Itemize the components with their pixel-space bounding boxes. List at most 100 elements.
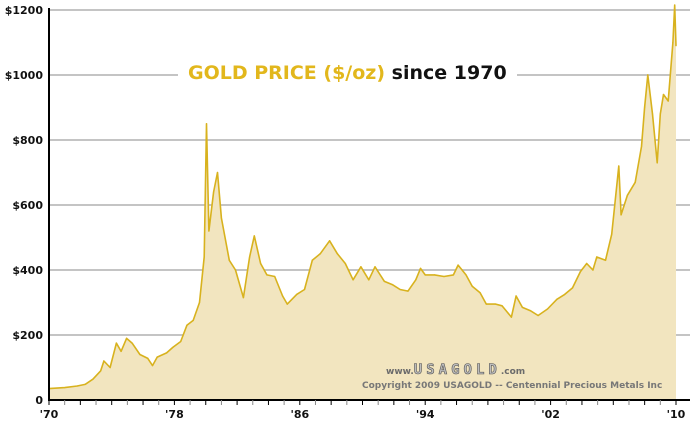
data-point	[626, 194, 629, 196]
data-point	[281, 295, 284, 297]
data-point	[564, 293, 566, 295]
chart-title: GOLD PRICE ($/oz) since 1970	[178, 60, 517, 86]
data-point	[586, 262, 588, 265]
y-tick-label: $200	[12, 329, 43, 342]
y-tick-label: $1000	[5, 69, 44, 82]
data-point	[579, 271, 581, 273]
data-point	[399, 288, 401, 291]
y-tick-label: $1200	[5, 4, 44, 17]
data-point	[546, 308, 549, 310]
title-since: since 1970	[391, 62, 507, 84]
data-point	[407, 290, 409, 292]
data-point	[147, 357, 149, 359]
data-point	[515, 295, 517, 297]
data-point	[139, 353, 141, 356]
data-point	[656, 162, 658, 164]
data-point	[131, 342, 133, 344]
data-point	[465, 274, 467, 276]
data-point	[120, 350, 122, 352]
data-point	[234, 269, 237, 271]
data-point	[260, 262, 262, 265]
data-point	[220, 217, 223, 219]
data-point	[208, 230, 210, 232]
data-point	[659, 113, 661, 115]
data-point	[521, 306, 523, 308]
data-point	[419, 267, 422, 269]
x-tick-label: '10	[667, 408, 686, 421]
title-gold-price: GOLD PRICE ($/oz)	[188, 62, 386, 84]
data-point	[644, 106, 646, 109]
data-point	[64, 387, 66, 389]
data-point	[266, 274, 268, 276]
y-tick-label: $600	[12, 199, 43, 212]
data-point	[228, 259, 230, 261]
data-point	[319, 253, 321, 255]
data-point	[675, 45, 677, 47]
data-point	[556, 298, 558, 300]
data-point	[604, 259, 607, 261]
data-point	[205, 123, 208, 125]
data-point	[76, 385, 78, 387]
data-point	[391, 284, 393, 286]
data-point	[374, 266, 376, 268]
y-tick-label: $800	[12, 134, 43, 147]
data-point	[274, 275, 276, 278]
data-point	[647, 74, 649, 76]
data-point	[253, 235, 255, 237]
data-point	[186, 324, 188, 326]
copyright-text: Copyright 2009 USAGOLD -- Centennial Pre…	[362, 381, 663, 391]
x-tick-label: '70	[40, 408, 59, 421]
data-point	[303, 288, 306, 291]
data-point	[495, 303, 497, 305]
data-point	[383, 280, 386, 282]
data-point	[662, 93, 665, 96]
data-point	[667, 100, 669, 102]
data-point	[249, 256, 251, 258]
data-point	[618, 165, 620, 167]
data-point	[443, 275, 445, 278]
data-point	[352, 279, 354, 281]
watermark-com: .com	[500, 367, 526, 377]
data-point	[674, 4, 676, 6]
data-point	[84, 383, 86, 385]
data-point	[115, 342, 118, 344]
data-point	[198, 301, 201, 304]
data-point	[336, 253, 339, 255]
data-point	[424, 274, 426, 276]
data-point	[529, 310, 531, 312]
data-point	[452, 274, 455, 276]
data-point	[103, 360, 105, 362]
data-point	[634, 181, 636, 183]
data-point	[596, 256, 598, 258]
data-point	[180, 340, 182, 343]
y-tick-label: 0	[35, 394, 43, 407]
data-point	[368, 279, 370, 281]
watermark-url: www.USAGOLD.com	[386, 362, 526, 379]
watermark-www: www.	[386, 367, 414, 377]
data-point	[172, 346, 174, 348]
data-point	[242, 297, 244, 299]
data-point	[479, 292, 481, 294]
data-point	[485, 303, 487, 305]
data-point	[434, 274, 436, 276]
data-point	[344, 262, 346, 265]
x-tick-label: '78	[165, 408, 184, 421]
data-point	[192, 319, 194, 321]
x-tick-label: '86	[290, 408, 309, 421]
y-tick-label: $400	[12, 264, 43, 277]
data-point	[311, 259, 313, 261]
data-point	[216, 171, 219, 174]
data-point	[125, 337, 128, 339]
data-point	[620, 214, 622, 216]
data-point	[651, 113, 654, 115]
data-point	[640, 145, 643, 148]
data-point	[457, 264, 459, 266]
data-point	[672, 41, 674, 44]
data-point	[156, 356, 158, 358]
data-point	[537, 314, 539, 317]
usagold-logo: USAGOLD	[413, 362, 501, 379]
data-point	[286, 303, 288, 305]
data-point	[203, 256, 205, 258]
